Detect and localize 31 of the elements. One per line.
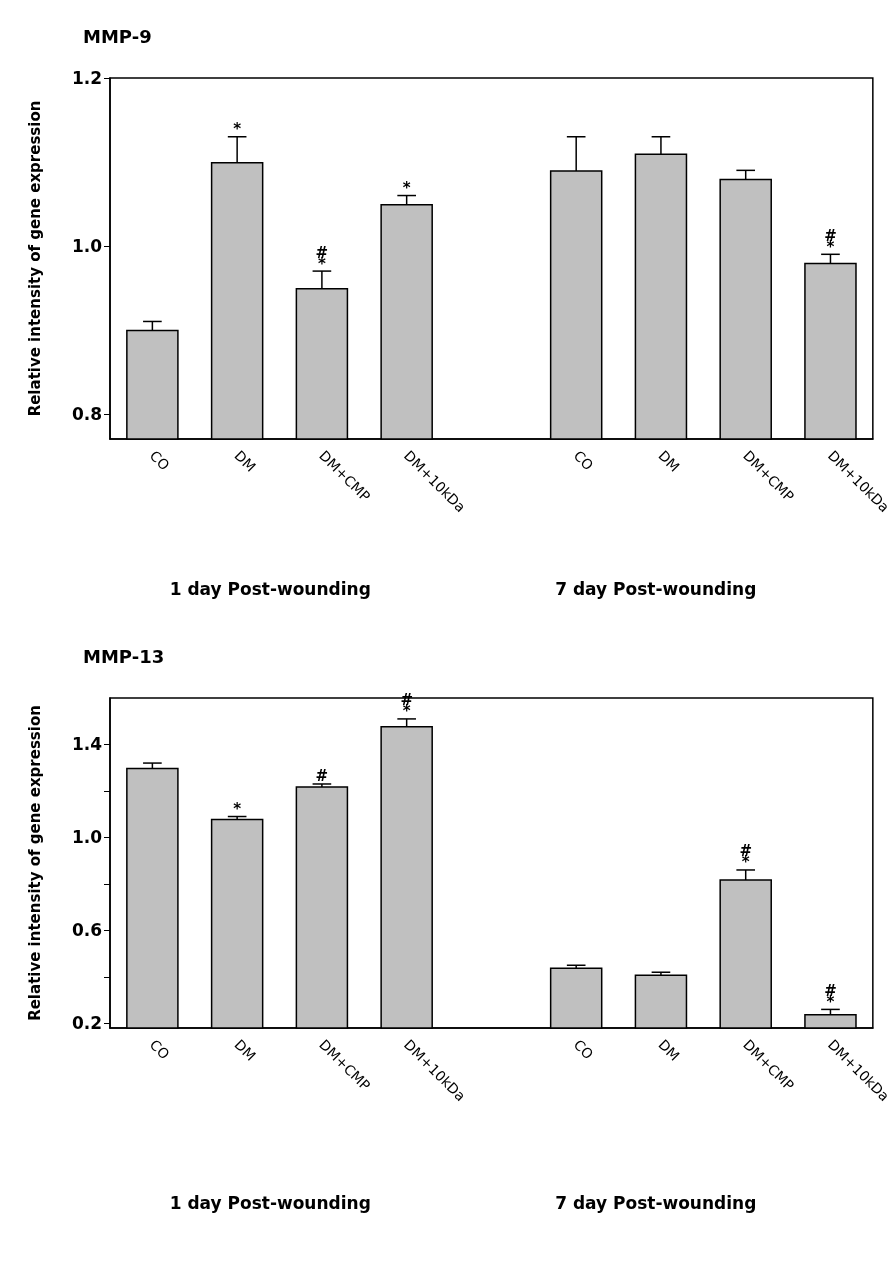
text: 1 day Post-wounding	[169, 579, 371, 599]
y-tick-label: 1.4	[71, 734, 103, 755]
y-tick-label: 0.8	[71, 403, 102, 424]
data-label: # *	[739, 842, 752, 872]
y-axis-title: Relative intensity of gene expression	[25, 705, 44, 1021]
data-label: *	[233, 800, 242, 819]
text: 7 day Post-wounding	[555, 1193, 757, 1213]
x-tick-label: DM	[655, 1036, 683, 1064]
data-label: *	[402, 179, 411, 198]
x-tick-label: CO	[146, 1036, 173, 1063]
y-tick-label: 1.0	[71, 235, 103, 256]
text: 7 day Post-wounding	[555, 579, 757, 599]
chart-title: MMP-9	[83, 25, 152, 47]
data-label: # *	[315, 243, 329, 273]
x-tick-label: DM	[231, 1036, 259, 1064]
data-label: *	[233, 120, 242, 139]
y-tick-label: 0.2	[71, 1013, 102, 1034]
y-tick-label: 1.0	[71, 827, 103, 848]
data-label: # *	[824, 981, 837, 1011]
x-tick-label: CO	[570, 1036, 597, 1063]
x-tick-label: CO	[570, 447, 597, 474]
y-tick-label: 0.6	[71, 920, 102, 941]
text: 1 day Post-wounding	[169, 1193, 371, 1213]
x-tick-label: DM	[231, 447, 259, 475]
x-tick-label: DM	[655, 447, 683, 475]
y-tick-label: 1.2	[71, 68, 102, 88]
data-label: #	[315, 767, 329, 786]
data-label: # *	[824, 226, 837, 256]
x-tick-label: CO	[146, 447, 173, 474]
y-axis-title: Relative intensity of gene expression	[25, 100, 44, 417]
chart-title: MMP-13	[83, 645, 165, 667]
